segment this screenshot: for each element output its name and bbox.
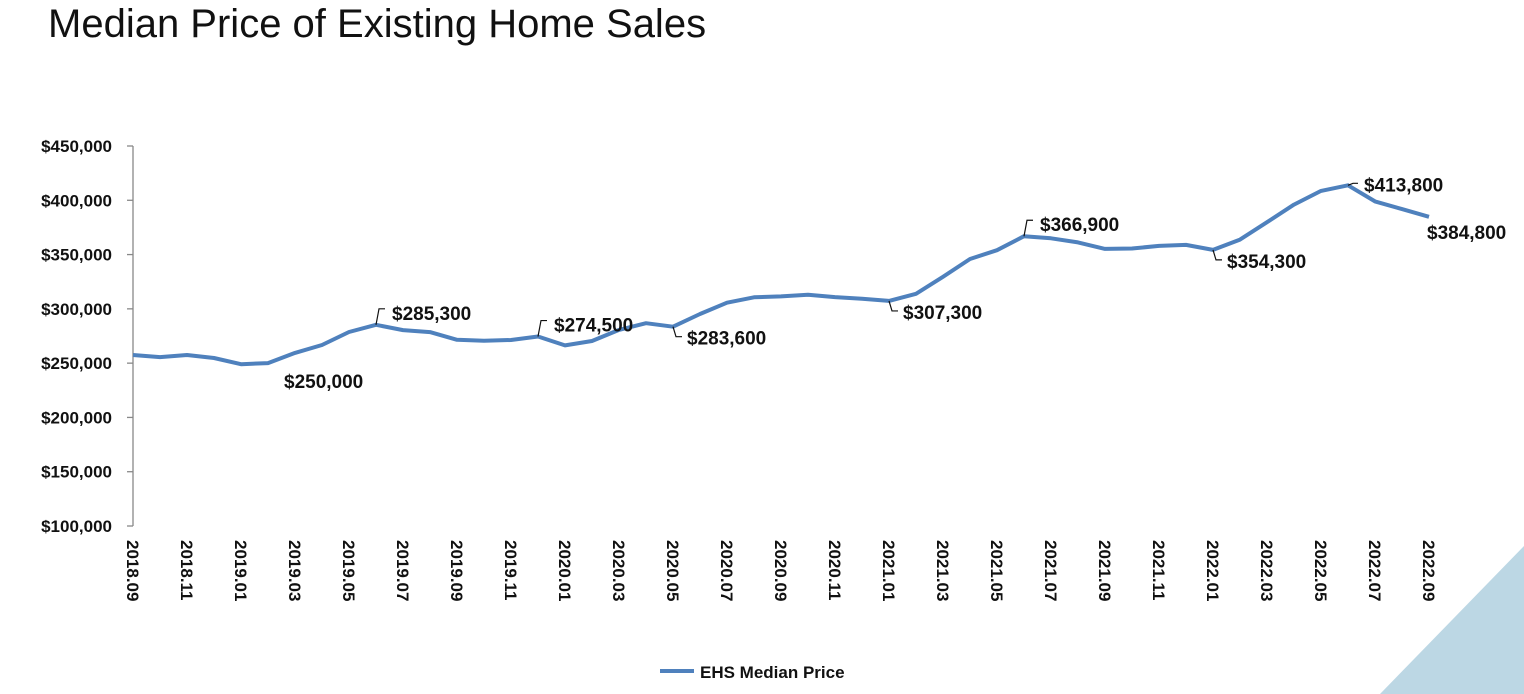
x-tick-label: 2021.01 (879, 540, 898, 601)
data-label-leader (672, 326, 682, 338)
y-tick-label: $300,000 (41, 300, 112, 319)
y-tick-label: $200,000 (41, 408, 112, 427)
y-tick-label: $350,000 (41, 246, 112, 265)
legend-label: EHS Median Price (700, 663, 845, 682)
data-label-leader (537, 319, 547, 337)
x-tick-label: 2020.01 (555, 540, 574, 601)
x-tick-label: 2018.09 (123, 540, 142, 601)
x-tick-label: 2019.03 (285, 540, 304, 601)
x-tick-label: 2019.05 (339, 540, 358, 601)
data-label: $354,300 (1227, 252, 1306, 273)
x-tick-label: 2022.01 (1203, 540, 1222, 601)
data-label: $285,300 (392, 304, 471, 325)
x-tick-label: 2021.09 (1095, 540, 1114, 601)
data-label: $283,600 (687, 329, 766, 350)
data-label-leader (375, 308, 385, 325)
y-tick-label: $250,000 (41, 354, 112, 373)
x-axis-ticks: 2018.09 2018.11 2019.01 2019.03 2019.05 2019.… (123, 540, 1438, 601)
x-tick-label: 2020.09 (771, 540, 790, 601)
x-tick-label: 2018.11 (177, 540, 196, 601)
x-tick-label: 2020.07 (717, 540, 736, 601)
x-tick-label: 2019.09 (447, 540, 466, 601)
x-tick-label: 2021.11 (1149, 540, 1168, 601)
x-tick-label: 2022.05 (1311, 540, 1330, 601)
y-axis-ticks: $100,000 $150,000 $200,000 $250,000 $300,000… (41, 137, 133, 536)
x-tick-label: 2020.03 (609, 540, 628, 601)
x-tick-label: 2022.09 (1419, 540, 1438, 601)
data-label: $250,000 (284, 372, 363, 393)
y-tick-label: $150,000 (41, 463, 112, 482)
x-tick-label: 2021.07 (1041, 540, 1060, 601)
x-tick-label: 2022.03 (1257, 540, 1276, 601)
x-tick-label: 2020.05 (663, 540, 682, 601)
y-tick-label: $450,000 (41, 137, 112, 156)
data-label: $307,300 (903, 303, 982, 324)
data-label: $413,800 (1364, 175, 1443, 196)
data-label-leader (888, 300, 898, 312)
y-tick-label: $100,000 (41, 517, 112, 536)
y-tick-label: $400,000 (41, 191, 112, 210)
data-label: $366,900 (1040, 215, 1119, 236)
data-label-leader (1347, 182, 1358, 186)
corner-decoration (1380, 546, 1524, 694)
series-line-ehs-median-price (132, 183, 1430, 367)
x-tick-label: 2022.07 (1365, 540, 1384, 601)
data-label-leader (1023, 219, 1033, 237)
data-label: $274,500 (554, 316, 633, 337)
x-tick-label: 2019.07 (393, 540, 412, 601)
x-tick-label: 2019.11 (501, 540, 520, 601)
data-labels: $250,000 $285,300 $274,500 $283,600 $307,300… (284, 175, 1506, 393)
chart-title: Median Price of Existing Home Sales (48, 2, 707, 46)
data-label: $384,800 (1427, 223, 1506, 244)
data-label-leader (1212, 249, 1222, 261)
x-tick-label: 2020.11 (825, 540, 844, 601)
x-tick-label: 2019.01 (231, 540, 250, 601)
x-tick-label: 2021.05 (987, 540, 1006, 601)
x-tick-label: 2021.03 (933, 540, 952, 601)
legend: EHS Median Price (660, 663, 845, 682)
